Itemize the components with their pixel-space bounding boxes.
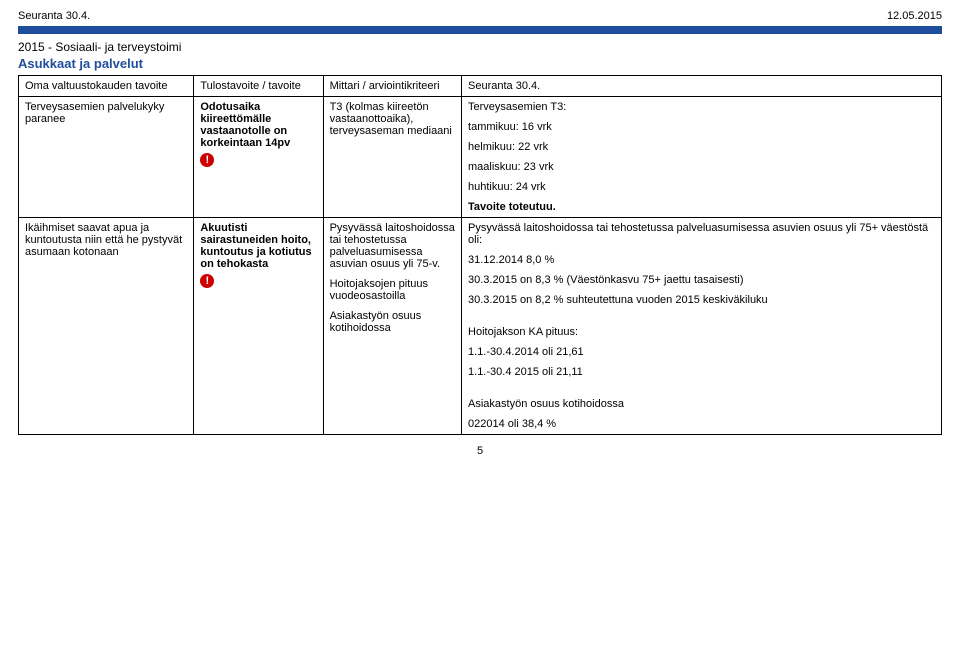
- row1-col2-text: Odotusaika kiireettömälle vastaanotolle …: [200, 101, 316, 149]
- row2-c4-p9: 022014 oli 38,4 %: [468, 418, 935, 430]
- row1-c4-l3: helmikuu: 22 vrk: [468, 141, 935, 153]
- row1-col2: Odotusaika kiireettömälle vastaanotolle …: [194, 97, 323, 218]
- row1-c4-l4: maaliskuu: 23 vrk: [468, 161, 935, 173]
- row2-c4-p8: Asiakastyön osuus kotihoidossa: [468, 398, 935, 410]
- col-header-2: Tulostavoite / tavoite: [194, 76, 323, 97]
- page-header: Seuranta 30.4. 12.05.2015: [18, 10, 942, 26]
- row2-c4-p4: 30.3.2015 on 8,2 % suhteutettuna vuoden …: [468, 294, 935, 306]
- row1-c4-l2: tammikuu: 16 vrk: [468, 121, 935, 133]
- row1-c4-l1: Terveysasemien T3:: [468, 101, 935, 113]
- row1-c4-l5: huhtikuu: 24 vrk: [468, 181, 935, 193]
- row2-col2: Akuutisti sairastuneiden hoito, kuntoutu…: [194, 218, 323, 435]
- row2-c4-p1: Pysyvässä laitoshoidossa tai tehostetuss…: [468, 222, 935, 246]
- row2-col3: Pysyvässä laitoshoidossa tai tehostetuss…: [323, 218, 461, 435]
- row2-c4-p2: 31.12.2014 8,0 %: [468, 254, 935, 266]
- page: Seuranta 30.4. 12.05.2015 2015 - Sosiaal…: [0, 0, 960, 467]
- row1-c4-l6: Tavoite toteutuu.: [468, 201, 935, 213]
- col-header-4: Seuranta 30.4.: [462, 76, 942, 97]
- row1-col3: T3 (kolmas kiireetön vastaanottoaika), t…: [323, 97, 461, 218]
- table-header-row: Oma valtuustokauden tavoite Tulostavoite…: [19, 76, 942, 97]
- page-number: 5: [18, 445, 942, 457]
- section-title: 2015 - Sosiaali- ja terveystoimi: [18, 40, 942, 54]
- section-subtitle: Asukkaat ja palvelut: [18, 56, 942, 71]
- alert-icon: !: [200, 153, 214, 167]
- row2-c3-p1: Pysyvässä laitoshoidossa tai tehostetuss…: [330, 222, 455, 270]
- header-right: 12.05.2015: [887, 10, 942, 22]
- row2-c4-p6: 1.1.-30.4.2014 oli 21,61: [468, 346, 935, 358]
- row2-col4: Pysyvässä laitoshoidossa tai tehostetuss…: [462, 218, 942, 435]
- blue-bar: [18, 26, 942, 34]
- table-row: Terveysasemien palvelukyky paranee Odotu…: [19, 97, 942, 218]
- row1-col4: Terveysasemien T3: tammikuu: 16 vrk helm…: [462, 97, 942, 218]
- alert-icon: !: [200, 274, 214, 288]
- row2-col2-text: Akuutisti sairastuneiden hoito, kuntoutu…: [200, 222, 316, 270]
- col-header-1: Oma valtuustokauden tavoite: [19, 76, 194, 97]
- row2-c3-p3: Asiakastyön osuus kotihoidossa: [330, 310, 455, 334]
- row2-col1: Ikäihmiset saavat apua ja kuntoutusta ni…: [19, 218, 194, 435]
- data-table: Oma valtuustokauden tavoite Tulostavoite…: [18, 75, 942, 435]
- row2-c3-p2: Hoitojaksojen pituus vuodeosastoilla: [330, 278, 455, 302]
- row2-c4-p5: Hoitojakson KA pituus:: [468, 326, 935, 338]
- table-row: Ikäihmiset saavat apua ja kuntoutusta ni…: [19, 218, 942, 435]
- row1-col1: Terveysasemien palvelukyky paranee: [19, 97, 194, 218]
- row2-c4-p3: 30.3.2015 on 8,3 % (Väestönkasvu 75+ jae…: [468, 274, 935, 286]
- col-header-3: Mittari / arviointikriteeri: [323, 76, 461, 97]
- row2-c4-p7: 1.1.-30.4 2015 oli 21,11: [468, 366, 935, 378]
- header-left: Seuranta 30.4.: [18, 10, 90, 22]
